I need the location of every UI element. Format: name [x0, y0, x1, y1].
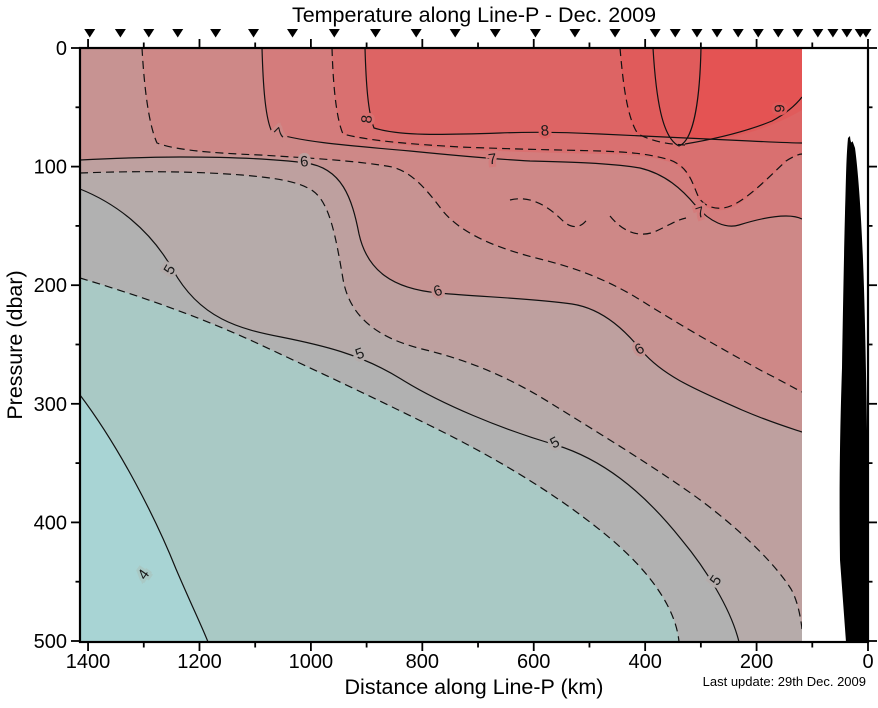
station-marker-triangle	[812, 29, 824, 38]
station-marker-triangle	[489, 29, 501, 38]
last-update-note: Last update: 29th Dec. 2009	[703, 674, 866, 689]
station-marker-triangle	[328, 29, 340, 38]
y-tick-label: 200	[34, 275, 67, 297]
station-marker-triangle	[860, 29, 872, 38]
station-marker-triangle	[172, 29, 184, 38]
y-tick-label: 300	[34, 394, 67, 416]
y-axis-label: Pressure (dbar)	[3, 270, 27, 419]
plot-title: Temperature along Line-P - Dec. 2009	[292, 3, 656, 27]
contour-lines	[79, 47, 803, 643]
isotherm-wiggle-2	[609, 215, 687, 235]
isotherm-9	[684, 96, 803, 145]
station-marker-triangle	[370, 29, 382, 38]
isotherm-7	[261, 47, 803, 227]
x-tick-label: 0	[862, 651, 873, 673]
station-marker-triangle	[114, 29, 126, 38]
station-marker-triangle	[609, 29, 621, 38]
y-tick-label: 100	[34, 157, 67, 179]
station-marker-triangle	[711, 29, 723, 38]
contour-value-label: 8	[358, 114, 376, 124]
station-marker-group	[84, 29, 872, 38]
isotherm-4	[79, 394, 209, 643]
isotherm-5	[79, 188, 740, 643]
isotherm-6.5	[141, 47, 803, 393]
isotherm-8	[364, 47, 803, 144]
isotherm-7.5	[331, 47, 803, 209]
station-marker-triangle	[752, 29, 764, 38]
isotherm-8.5	[619, 47, 686, 146]
contour-value-label: 6	[299, 153, 309, 171]
contour-value-label: 9	[771, 104, 788, 112]
isotherm-wiggle-1	[509, 198, 589, 228]
isotherm-5.5	[79, 171, 803, 630]
station-marker-triangle	[529, 29, 541, 38]
station-marker-triangle	[841, 29, 853, 38]
station-marker-triangle	[732, 29, 744, 38]
x-tick-label: 1200	[177, 651, 222, 673]
x-tick-label: 400	[628, 651, 661, 673]
band-4-4.5	[80, 278, 679, 642]
x-tick-label: 1000	[289, 651, 334, 673]
station-marker-triangle	[649, 29, 661, 38]
contour-value-label: 8	[540, 122, 550, 140]
station-marker-triangle	[84, 29, 96, 38]
bathymetry-land-mask	[839, 136, 868, 642]
station-marker-triangle	[210, 29, 222, 38]
station-marker-triangle	[248, 29, 260, 38]
station-marker-triangle	[827, 29, 839, 38]
tick-group: 1400 1200 1000 800 600 400 200 0 0 100 200 300 400 50…	[34, 38, 877, 673]
plot-area	[79, 47, 868, 643]
band-below-4	[80, 395, 208, 642]
station-marker-triangle	[287, 29, 299, 38]
y-tick-label: 0	[56, 38, 67, 60]
band-9-dip	[653, 48, 701, 146]
x-tick-label: 1400	[66, 651, 111, 673]
x-tick-label: 600	[517, 651, 550, 673]
y-tick-label: 500	[34, 631, 67, 653]
x-tick-label: 200	[740, 651, 773, 673]
station-marker-triangle	[449, 29, 461, 38]
station-marker-triangle	[569, 29, 581, 38]
station-marker-triangle	[410, 29, 422, 38]
isotherm-4.5	[79, 277, 680, 643]
station-marker-triangle	[792, 29, 804, 38]
contour-bands	[80, 48, 802, 643]
station-marker-triangle	[772, 29, 784, 38]
station-marker-triangle	[143, 29, 155, 38]
x-tick-label: 800	[406, 651, 439, 673]
y-tick-label: 400	[34, 512, 67, 534]
x-axis-label: Distance along Line-P (km)	[345, 675, 604, 699]
isotherm-9-dip	[652, 47, 702, 147]
station-marker-triangle	[669, 29, 681, 38]
isotherm-6	[79, 156, 803, 433]
station-marker-triangle	[691, 29, 703, 38]
